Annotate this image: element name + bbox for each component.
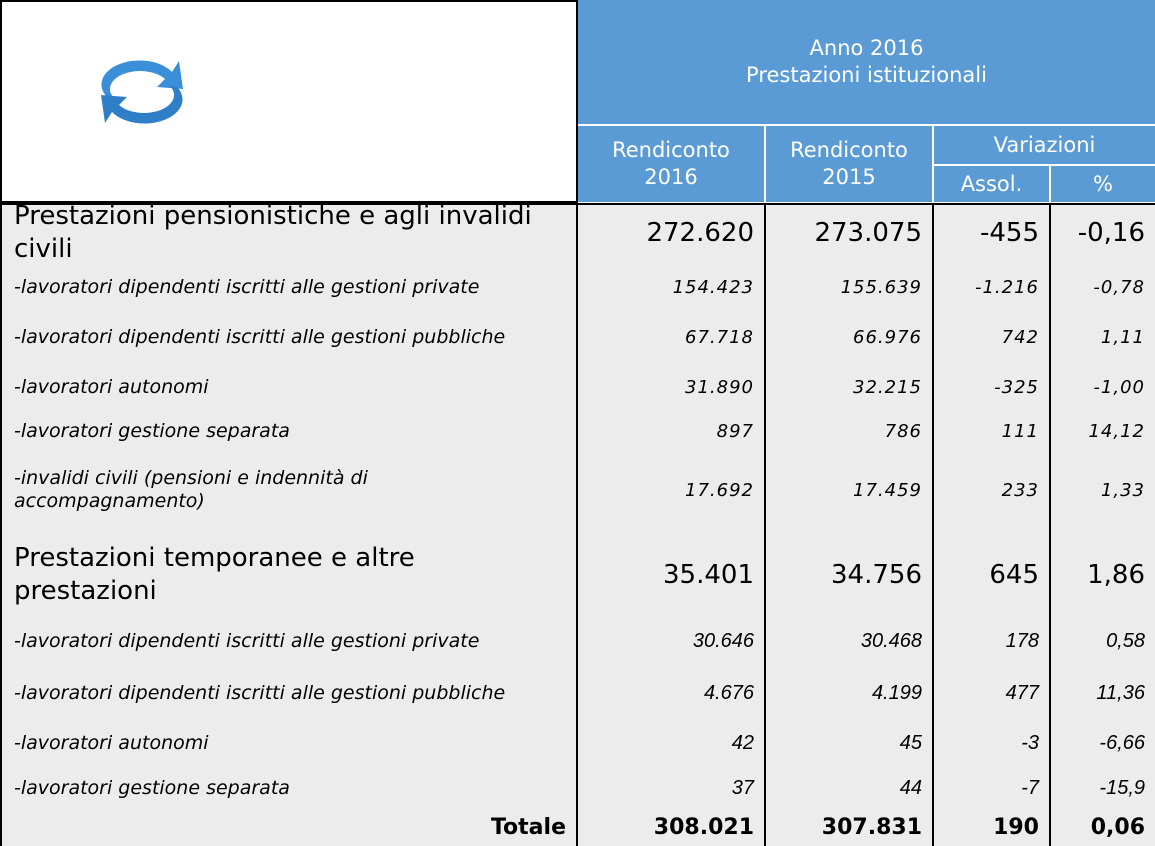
cell-value: 17.692 [685, 479, 754, 501]
cell-value: 272.620 [646, 218, 754, 248]
cell-value: 4.676 [703, 681, 754, 704]
column-rule [932, 203, 934, 846]
cell-value: 111 [1001, 420, 1039, 442]
row-label: -invalidi civili (pensioni e indennità d… [14, 467, 368, 512]
row-label: Prestazioni pensionistiche e agli invali… [14, 201, 532, 264]
cell-value: -0,78 [1093, 276, 1145, 298]
cell-value: -3 [1021, 731, 1039, 754]
column-rule [1049, 203, 1051, 846]
column-rule [0, 203, 2, 846]
period-header: Anno 2016 Prestazioni istituzionali [578, 0, 1155, 124]
row-label: -lavoratori dipendenti iscritti alle ges… [14, 275, 480, 298]
cell-value: 273.075 [814, 218, 922, 248]
cell-value: 44 [899, 776, 922, 799]
row-label: -lavoratori dipendenti iscritti alle ges… [14, 630, 480, 652]
column-rule [764, 203, 766, 846]
logo-cell [0, 0, 578, 203]
cell-value: 11,36 [1096, 681, 1145, 704]
row-label: Totale [490, 814, 566, 840]
cell-value: -1.216 [974, 276, 1039, 298]
cell-value: 1,11 [1100, 326, 1145, 348]
row-label: Prestazioni temporanee e altre prestazio… [14, 543, 415, 606]
cell-value: 1,86 [1087, 560, 1145, 590]
row-label: -lavoratori gestione separata [14, 419, 290, 442]
cell-value: -7 [1021, 776, 1039, 799]
cell-value: 308.021 [653, 814, 754, 840]
row-label: -lavoratori dipendenti iscritti alle ges… [14, 681, 506, 704]
cell-value: 897 [716, 420, 754, 442]
row-label: -lavoratori gestione separata [14, 776, 290, 799]
cell-value: 4.199 [871, 681, 922, 704]
cell-value: 786 [884, 420, 922, 442]
cell-value: -1,00 [1093, 376, 1145, 398]
cell-value: 0,58 [1106, 630, 1145, 652]
cell-value: 31.890 [685, 376, 754, 398]
cell-value: 307.831 [821, 814, 922, 840]
cell-value: 178 [1005, 630, 1039, 652]
cell-value: 35.401 [663, 560, 754, 590]
period: Anno 2016 [809, 36, 924, 60]
cell-value: 30.646 [692, 630, 754, 652]
cell-value: 645 [989, 560, 1039, 590]
cell-value: -6,66 [1099, 731, 1145, 754]
row-label: -lavoratori dipendenti iscritti alle ges… [14, 325, 506, 348]
cell-value: 233 [1001, 479, 1039, 501]
column-header: Rendiconto 2016 [578, 126, 764, 202]
row-label: -lavoratori autonomi [14, 375, 209, 398]
cell-value: 34.756 [831, 560, 922, 590]
cell-value: 32.215 [853, 376, 922, 398]
cell-value: 17.459 [853, 479, 922, 501]
cell-value: 30.468 [860, 630, 922, 652]
column-rule [576, 203, 578, 846]
cell-value: 42 [731, 731, 754, 754]
cell-value: 67.718 [685, 326, 754, 348]
row-label: -lavoratori autonomi [14, 731, 209, 754]
cell-value: 66.976 [853, 326, 922, 348]
cell-value: 742 [1001, 326, 1039, 348]
cell-value: 477 [1005, 681, 1039, 704]
cell-value: 1,33 [1100, 479, 1145, 501]
cell-value: 45 [899, 731, 922, 754]
cell-value: -15,9 [1099, 776, 1145, 799]
subcolumn-header: % [1051, 166, 1155, 202]
column-header: Rendiconto 2015 [766, 126, 932, 202]
cell-value: 14,12 [1088, 420, 1145, 442]
cell-value: 37 [731, 776, 754, 799]
cell-value: 155.639 [840, 276, 922, 298]
cell-value: -0,16 [1077, 218, 1145, 248]
subcolumn-header: Assol. [934, 166, 1049, 202]
variations-header: Variazioni [934, 126, 1155, 164]
cell-value: 0,06 [1090, 814, 1145, 840]
cell-value: -455 [979, 218, 1039, 248]
cell-value: -325 [994, 376, 1039, 398]
subject: Prestazioni istituzionali [746, 63, 987, 87]
logo [101, 60, 183, 124]
cell-value: 190 [993, 814, 1039, 840]
cell-value: 154.423 [672, 276, 754, 298]
